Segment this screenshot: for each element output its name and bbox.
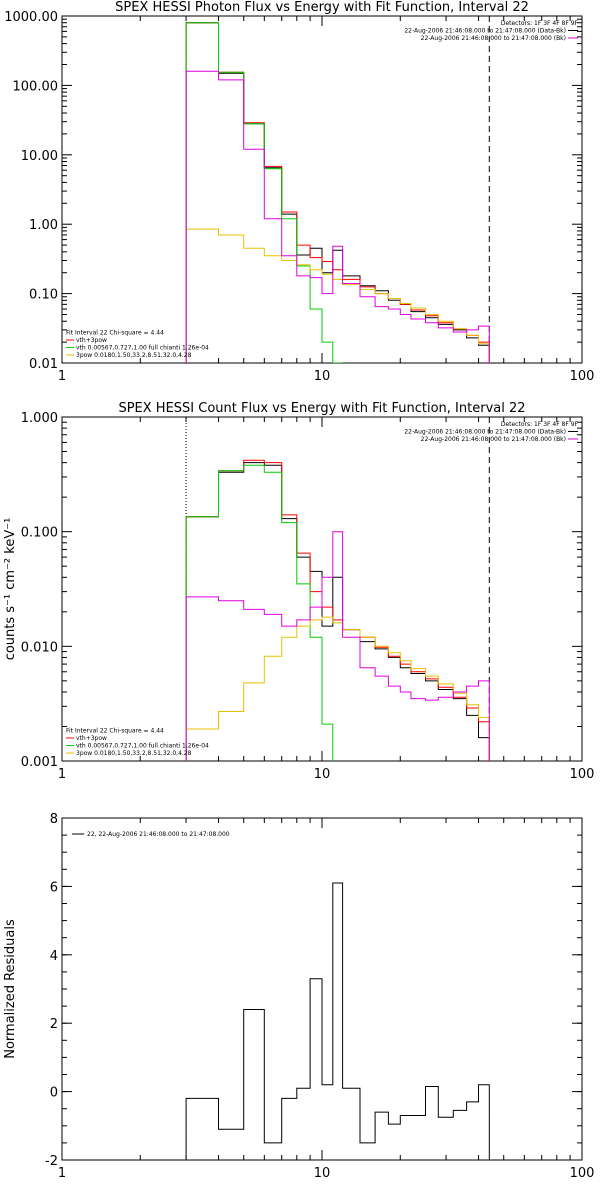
photon-y-tick-label: 10.00 (21, 149, 58, 164)
photon-legend-tr-entry: Detectors: 1F 3F 4F 8F 9F (501, 20, 579, 27)
photon-legend-tr-entry: 22-Aug-2006 21:46:08.000 to 21:47:08.000… (421, 35, 566, 42)
count-y-tick-label: 0.100 (21, 526, 58, 541)
count-series-3pow (185, 616, 490, 761)
residuals-x-tick-label: 1 (58, 1166, 66, 1181)
photon-series-data-bk (185, 22, 490, 363)
residuals-legend-tl-entry: 22, 22-Aug-2006 21:46:08.000 to 21:47:08… (87, 831, 230, 838)
photon-legend-bl-entry: vth+3pow (76, 337, 107, 344)
count-legend-tr-entry: 22-Aug-2006 21:46:08.000 to 21:47:08.000… (421, 436, 566, 443)
photon-legend-bl-entry: vth 0.00567,0.727,1.00 full chianti 1.26… (76, 345, 209, 352)
residuals-panel: 1 10 100 8 6 4 2 0 -2 Normalized Residuals 22, 22-… (3, 812, 594, 1181)
count-y-tick-label: 1.000 (21, 411, 58, 426)
residuals-x-tick-label: 100 (570, 1166, 595, 1181)
count-legend-tr-entry: 22-Aug-2006 21:46:08.000 to 21:47:08.000… (404, 429, 566, 436)
count-y-axis-label: counts s⁻¹ cm⁻² keV⁻¹ (3, 518, 18, 661)
count-series-vth (185, 464, 334, 761)
photon-chart-title: SPEX HESSI Photon Flux vs Energy with Fi… (115, 0, 529, 15)
residuals-x-tick-label: 10 (314, 1166, 331, 1181)
residuals-y-tick-label: 6 (50, 880, 58, 895)
photon-series-vth-3pow (185, 22, 490, 363)
photon-legend-bl-entry: Fit Interval 22 Chi-square = 4.44 (66, 330, 164, 337)
residuals-y-tick-label: 0 (50, 1086, 58, 1101)
residuals-y-axis-label: Normalized Residuals (3, 919, 18, 1059)
photon-y-tick-label: 1000.00 (4, 10, 58, 25)
photon-series-3pow (185, 228, 490, 363)
residuals-y-tick-label: 8 (50, 812, 58, 827)
photon-panel: SPEX HESSI Photon Flux vs Energy with Fi… (4, 0, 594, 384)
count-legend-bl-entry: 3pow 0.0180,1.50,33.2,8.51,32.0,4.28 (76, 750, 192, 757)
residuals-y-tick-label: 4 (50, 949, 58, 964)
count-x-tick-label: 10 (314, 767, 331, 782)
residuals-series-22 (185, 882, 490, 1160)
count-x-tick-label: 1 (58, 767, 66, 782)
count-series-vth-3pow (185, 459, 490, 761)
photon-x-tick-label: 10 (314, 369, 331, 384)
photon-y-tick-label: 0.01 (29, 357, 58, 372)
count-x-tick-label: 100 (570, 767, 595, 782)
count-legend-bl-entry: vth 0.00567,0.727,1.00 full chianti 1.26… (76, 743, 209, 750)
photon-legend-bl-entry: 3pow 0.0180,1.50,33.2,8.51,32.0,4.28 (76, 352, 192, 359)
photon-y-tick-label: 1.00 (29, 218, 58, 233)
count-legend-bl-entry: vth+3pow (76, 735, 107, 742)
photon-x-tick-label: 100 (570, 369, 595, 384)
photon-series-bk (185, 70, 490, 363)
count-legend-tr-entry: Detectors: 1F 3F 4F 8F 9F (501, 421, 579, 428)
photon-y-tick-label: 100.00 (13, 79, 59, 94)
photon-x-tick-label: 1 (58, 369, 66, 384)
residuals-y-tick-label: 2 (50, 1017, 58, 1032)
count-legend-bl-entry: Fit Interval 22 Chi-square = 4.44 (66, 728, 164, 735)
count-series-bk (185, 531, 490, 761)
residuals-y-tick-label: -2 (45, 1154, 58, 1169)
count-panel: SPEX HESSI Count Flux vs Energy with Fit… (3, 401, 594, 782)
count-chart-title: SPEX HESSI Count Flux vs Energy with Fit… (118, 401, 525, 416)
count-y-tick-label: 0.001 (21, 755, 58, 770)
count-series-data-bk (185, 462, 490, 761)
count-y-tick-label: 0.010 (21, 640, 58, 655)
photon-y-tick-label: 0.10 (29, 288, 58, 303)
photon-legend-tr-entry: 22-Aug-2006 21:46:08.000 to 21:47:08.000… (404, 28, 566, 35)
